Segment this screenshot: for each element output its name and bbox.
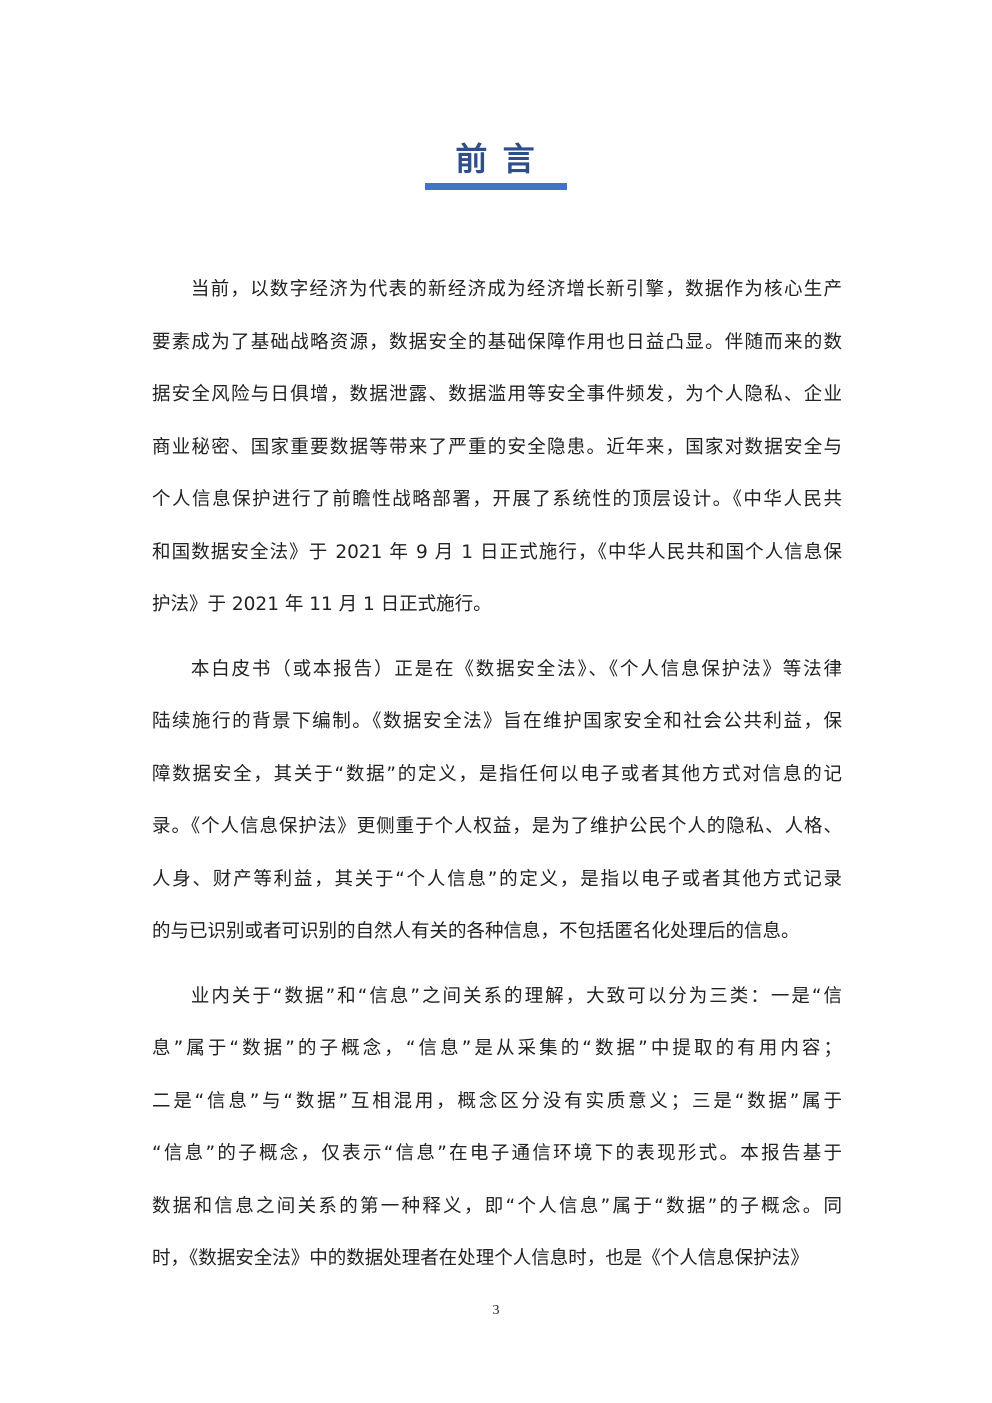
- title-underline: [425, 183, 567, 190]
- paragraph: 业内关于“数据”和“信息”之间关系的理解，大致可以分为三类：一是“信息”属于“数…: [152, 971, 842, 1286]
- text-line: “信息”的子概念，仅表示“信息”在电子通信环境下的表现形式。本报告基于: [152, 1143, 842, 1164]
- text-line: 个人信息保护进行了前瞻性战略部署，开展了系统性的顶层设计。《中华人民共: [152, 489, 842, 510]
- text-line: 录。《个人信息保护法》更侧重于个人权益，是为了维护公民个人的隐私、人格、: [152, 816, 842, 837]
- body-text: 当前，以数字经济为代表的新经济成为经济增长新引擎，数据作为核心生产要素成为了基础…: [152, 264, 842, 1298]
- text-line: 人身、财产等利益，其关于“个人信息”的定义，是指以电子或者其他方式记录: [152, 868, 842, 890]
- text-line: 要素成为了基础战略资源，数据安全的基础保障作用也日益凸显。伴随而来的数: [152, 331, 842, 353]
- text-line: 时，《数据安全法》中的数据处理者在处理个人信息时，也是《个人信息保护法》: [152, 1248, 809, 1269]
- text-line: 数据和信息之间关系的第一种释义，即“个人信息”属于“数据”的子概念。同: [152, 1195, 842, 1217]
- text-line: 息”属于“数据”的子概念，“信息”是从采集的“数据”中提取的有用内容；: [152, 1038, 842, 1059]
- text-line: 和国数据安全法》于 2021 年 9 月 1 日正式施行，《中华人民共和国个人信…: [152, 541, 842, 563]
- paragraph: 当前，以数字经济为代表的新经济成为经济增长新引擎，数据作为核心生产要素成为了基础…: [152, 264, 842, 632]
- text-line: 业内关于“数据”和“信息”之间关系的理解，大致可以分为三类：一是“信: [190, 985, 842, 1007]
- text-line: 据安全风险与日俱增，数据泄露、数据滥用等安全事件频发，为个人隐私、企业: [152, 384, 842, 405]
- text-line: 障数据安全，其关于“数据”的定义，是指任何以电子或者其他方式对信息的记: [152, 763, 842, 785]
- page-number: 3: [492, 1303, 500, 1318]
- text-line: 商业秘密、国家重要数据等带来了严重的安全隐患。近年来，国家对数据安全与: [152, 436, 842, 458]
- paragraph: 本白皮书（或本报告）正是在《数据安全法》、《个人信息保护法》等法律陆续施行的背景…: [152, 644, 842, 959]
- text-line: 二是“信息”与“数据”互相混用，概念区分没有实质意义；三是“数据”属于: [152, 1090, 842, 1112]
- text-line: 本白皮书（或本报告）正是在《数据安全法》、《个人信息保护法》等法律: [190, 658, 842, 680]
- text-line: 当前，以数字经济为代表的新经济成为经济增长新引擎，数据作为核心生产: [190, 279, 842, 300]
- text-line: 的与已识别或者可识别的自然人有关的各种信息，不包括匿名化处理后的信息。: [152, 921, 800, 942]
- page-title: 前 言: [455, 140, 537, 178]
- text-line: 护法》于 2021 年 11 月 1 日正式施行。: [152, 594, 492, 615]
- text-line: 陆续施行的背景下编制。《数据安全法》旨在维护国家安全和社会公共利益，保: [152, 711, 842, 732]
